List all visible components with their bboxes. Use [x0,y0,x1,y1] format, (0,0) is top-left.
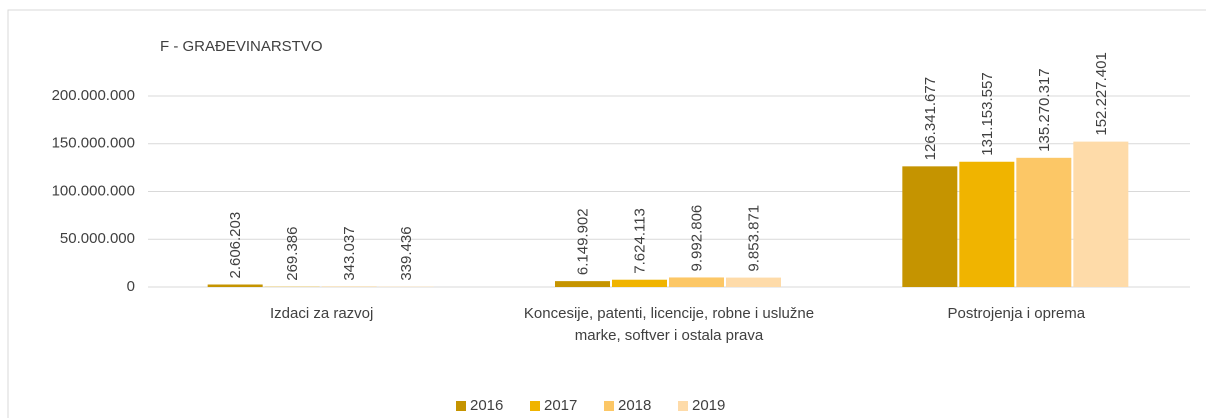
y-tick-label: 200.000.000 [52,87,135,104]
x-tick-label-box: Koncesije, patenti, licencije, robne i u… [523,305,815,344]
bar [726,277,781,287]
legend-swatch [530,401,540,411]
chart-title: F - GRAĐEVINARSTVO [160,38,323,55]
bar [612,279,667,287]
y-tick-label: 100.000.000 [52,182,135,199]
bar [669,277,724,287]
bar [1073,141,1129,287]
bar [959,161,1015,287]
x-tick-label-box: Izdaci za razvoj [269,305,374,322]
value-label: 7.624.113 [631,208,648,274]
bar [207,284,263,287]
value-label: 269.386 [284,227,301,281]
value-label: 6.149.902 [574,208,591,275]
x-tick-label: Izdaci za razvoj [269,305,374,322]
legend-label: 2019 [692,397,725,414]
bar [902,166,958,287]
value-label: 9.992.806 [688,205,705,272]
legend-label: 2017 [544,397,577,414]
legend-swatch [604,401,614,411]
legend-swatch [678,401,688,411]
value-label: 126.341.677 [922,77,939,160]
x-tick-label-box: Postrojenja i oprema [947,305,1086,322]
legend-label: 2016 [470,397,503,414]
x-tick-label: Postrojenja i oprema [947,305,1086,322]
value-label: 343.037 [341,226,358,280]
y-tick-label: 50.000.000 [60,230,135,247]
legend-label: 2018 [618,397,651,414]
y-tick-label: 150.000.000 [52,135,135,152]
x-tick-label: Koncesije, patenti, licencije, robne i u… [523,305,815,344]
value-label: 2.606.203 [227,212,244,279]
value-label: 152.227.401 [1093,52,1110,135]
legend-swatch [456,401,466,411]
y-tick-label: 0 [127,278,135,295]
value-label: 135.270.317 [1036,68,1053,151]
value-label: 9.853.871 [745,205,762,272]
value-label: 339.436 [398,226,415,280]
bar [555,281,610,287]
chart-frame [7,9,1206,418]
bar [1016,157,1072,287]
value-label: 131.153.557 [979,72,996,155]
